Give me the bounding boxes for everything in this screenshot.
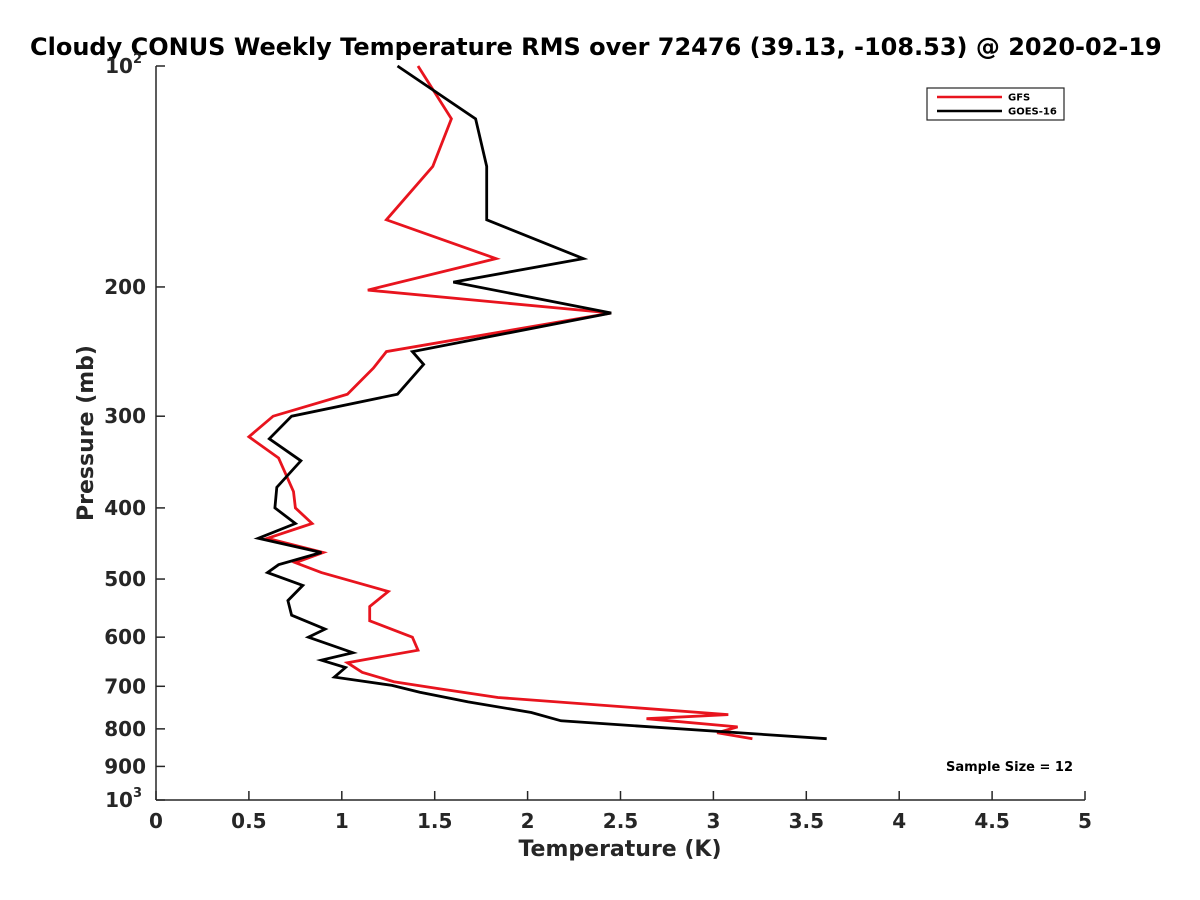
plot-area: [156, 66, 1085, 800]
chart-title: Cloudy CONUS Weekly Temperature RMS over…: [30, 33, 1162, 61]
legend: GFS GOES-16: [926, 87, 1065, 121]
legend-box: [926, 87, 1065, 121]
y-axis-label: Pressure (mb): [74, 345, 99, 521]
y-tick-label: 700: [104, 674, 146, 698]
series-line-goes-16: [253, 64, 827, 741]
legend-entry-label: GOES-16: [1008, 107, 1057, 118]
y-tick-label: 103: [105, 786, 142, 812]
sample-size-annotation: Sample Size = 12: [946, 760, 1073, 775]
series-layer: [246, 64, 827, 741]
x-tick-label: 2.5: [603, 809, 638, 833]
x-tick-label: 4: [892, 809, 906, 833]
x-tick-label: 1.5: [417, 809, 452, 833]
y-tick-label: 300: [104, 404, 146, 428]
y-tick-label: 400: [104, 496, 146, 520]
x-tick-label: 4.5: [974, 809, 1009, 833]
y-tick-label: 800: [104, 717, 146, 741]
y-tick-label: 102: [105, 52, 142, 78]
x-ticks: 0 0.5 1 1.5 2 2.5 3 3.5 4 4.5 5: [149, 791, 1092, 833]
y-tick-label: 900: [104, 754, 146, 778]
x-tick-label: 5: [1078, 809, 1092, 833]
x-axis-label: Temperature (K): [518, 837, 721, 862]
x-tick-label: 1: [335, 809, 349, 833]
x-tick-label: 3: [706, 809, 720, 833]
y-tick-label: 200: [104, 275, 146, 299]
x-tick-label: 3.5: [789, 809, 824, 833]
y-tick-label: 500: [104, 567, 146, 591]
x-tick-label: 0.5: [231, 809, 266, 833]
x-tick-label: 0: [149, 809, 163, 833]
legend-entry-label: GFS: [1008, 93, 1030, 104]
series-line-gfs: [246, 65, 753, 741]
y-tick-label: 600: [104, 625, 146, 649]
x-tick-label: 2: [521, 809, 535, 833]
y-ticks: 102 200 300 400 500 600 700 800 900 103: [104, 52, 165, 812]
